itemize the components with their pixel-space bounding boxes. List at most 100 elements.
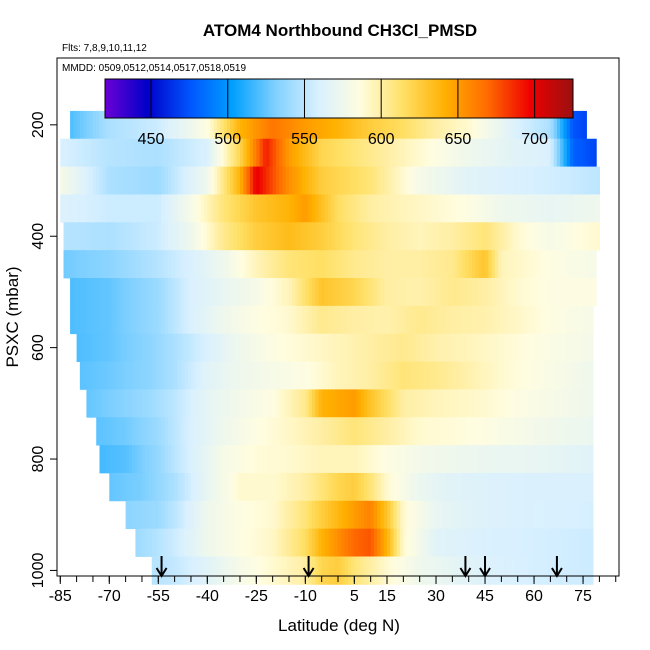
heatmap-cell: [406, 278, 411, 307]
heatmap-cell: [76, 278, 81, 307]
heatmap-cell: [207, 278, 212, 307]
heatmap-cell: [102, 166, 107, 195]
heatmap-cell: [305, 110, 310, 140]
chart-title: ATOM4 Northbound CH3Cl_PMSD: [203, 21, 477, 40]
heatmap-cell: [288, 333, 293, 362]
heatmap-cell: [328, 361, 333, 390]
heatmap-cell: [305, 417, 310, 446]
heatmap-cell: [416, 278, 421, 307]
heatmap-cell: [282, 556, 287, 585]
heatmap-cell: [475, 556, 480, 585]
heatmap-cell: [501, 166, 506, 195]
heatmap-cell: [550, 278, 555, 307]
heatmap-cell: [393, 472, 398, 502]
heatmap-cell: [357, 138, 362, 168]
heatmap-cell: [566, 278, 571, 307]
heatmap-cell: [226, 305, 231, 335]
heatmap-cell: [471, 556, 476, 585]
heatmap-cell: [589, 361, 594, 390]
heatmap-cell: [171, 556, 176, 585]
heatmap-cell: [550, 361, 555, 390]
heatmap-cell: [243, 472, 248, 502]
heatmap-cell: [96, 417, 101, 446]
heatmap-cell: [396, 222, 401, 251]
heatmap-cell: [83, 166, 88, 195]
heatmap-cell: [452, 528, 457, 557]
heatmap-cell: [478, 333, 483, 362]
heatmap-cell: [481, 556, 486, 585]
heatmap-cell: [481, 361, 486, 390]
heatmap-cell: [279, 556, 284, 585]
heatmap-cell: [194, 222, 199, 251]
heatmap-cell: [370, 445, 375, 474]
heatmap-cell: [465, 110, 470, 140]
heatmap-cell: [249, 389, 254, 418]
heatmap-cell: [174, 222, 179, 251]
heatmap-cell: [370, 472, 375, 502]
heatmap-cell: [537, 305, 542, 335]
heatmap-cell: [396, 110, 401, 140]
heatmap-cell: [119, 250, 123, 279]
heatmap-cell: [334, 417, 339, 446]
y-tick-label: 600: [30, 334, 47, 361]
heatmap-cell: [547, 528, 551, 557]
heatmap-cell: [79, 333, 84, 362]
heatmap-cell: [563, 333, 568, 362]
heatmap-cell: [586, 138, 591, 168]
heatmap-cell: [426, 166, 431, 195]
heatmap-cell: [217, 250, 221, 279]
heatmap-cell: [488, 138, 493, 168]
heatmap-cell: [393, 417, 398, 446]
heatmap-cell: [233, 250, 238, 279]
heatmap-cell: [478, 166, 483, 195]
heatmap-cell: [73, 166, 78, 195]
heatmap-cell: [288, 110, 293, 140]
heatmap-cell: [429, 194, 434, 223]
heatmap-cell: [70, 110, 74, 140]
heatmap-cell: [589, 417, 594, 446]
heatmap-cell: [184, 500, 189, 530]
heatmap-cell: [334, 333, 339, 362]
heatmap-cell: [292, 361, 297, 390]
heatmap-cell: [239, 278, 244, 307]
heatmap-cell: [279, 222, 284, 251]
heatmap-cell: [305, 528, 310, 557]
heatmap-cell: [158, 472, 163, 502]
heatmap-cell: [230, 528, 235, 557]
heatmap-cell: [269, 417, 274, 446]
heatmap-cell: [370, 556, 375, 585]
heatmap-cell: [318, 194, 323, 223]
heatmap-cell: [187, 417, 192, 446]
heatmap-cell: [530, 333, 535, 362]
heatmap-cell: [275, 528, 280, 557]
heatmap-cell: [109, 138, 114, 168]
heatmap-cell: [547, 110, 551, 140]
heatmap-cell: [387, 110, 391, 140]
heatmap-cell: [360, 305, 365, 335]
heatmap-cell: [547, 472, 551, 502]
heatmap-cell: [494, 389, 499, 418]
heatmap-cell: [138, 110, 143, 140]
heatmap-cell: [426, 222, 431, 251]
heatmap-cell: [400, 472, 404, 502]
heatmap-cell: [491, 389, 496, 418]
heatmap-cell: [400, 417, 404, 446]
heatmap-cell: [592, 138, 597, 168]
heatmap-cell: [416, 500, 421, 530]
heatmap-cell: [102, 222, 107, 251]
heatmap-cell: [295, 472, 300, 502]
heatmap-cell: [514, 305, 519, 335]
heatmap-cell: [102, 305, 107, 335]
heatmap-cell: [367, 556, 372, 585]
heatmap-cell: [354, 305, 359, 335]
heatmap-cell: [148, 361, 153, 390]
heatmap-cell: [282, 417, 287, 446]
heatmap-cell: [481, 278, 486, 307]
heatmap-cell: [524, 222, 529, 251]
heatmap-cell: [458, 222, 463, 251]
heatmap-cell: [494, 361, 499, 390]
heatmap-cell: [282, 445, 287, 474]
heatmap-cell: [249, 472, 254, 502]
heatmap-cell: [210, 250, 215, 279]
heatmap-cell: [550, 556, 555, 585]
